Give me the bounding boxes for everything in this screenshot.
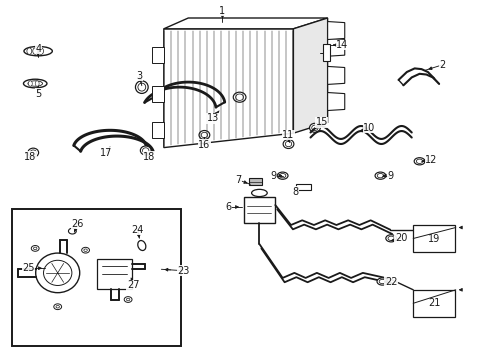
Bar: [12, 209, 181, 346]
Ellipse shape: [142, 148, 148, 153]
Text: 11: 11: [282, 130, 294, 140]
Ellipse shape: [309, 123, 320, 132]
Ellipse shape: [277, 172, 287, 179]
Ellipse shape: [33, 247, 37, 250]
Ellipse shape: [376, 278, 387, 285]
Ellipse shape: [235, 94, 243, 100]
Ellipse shape: [28, 81, 42, 86]
Ellipse shape: [54, 304, 61, 310]
Ellipse shape: [35, 81, 39, 86]
Text: 12: 12: [424, 155, 437, 165]
Text: 23: 23: [177, 266, 189, 276]
Text: 17: 17: [100, 148, 113, 158]
Bar: [322, 44, 329, 61]
Ellipse shape: [23, 79, 47, 88]
Text: 20: 20: [394, 233, 407, 243]
Ellipse shape: [233, 92, 245, 102]
Text: 1: 1: [219, 6, 225, 16]
Text: 8: 8: [292, 186, 298, 197]
Text: 4: 4: [35, 44, 41, 54]
Text: 13: 13: [206, 113, 219, 123]
Bar: [151, 122, 163, 138]
Ellipse shape: [416, 159, 422, 163]
Ellipse shape: [31, 246, 39, 251]
Text: 22: 22: [384, 276, 397, 287]
Ellipse shape: [283, 139, 293, 148]
Bar: [412, 290, 454, 317]
Text: 14: 14: [335, 40, 348, 50]
Bar: [151, 86, 163, 102]
Text: 18: 18: [24, 152, 37, 162]
Polygon shape: [327, 22, 344, 40]
Ellipse shape: [413, 158, 424, 165]
Polygon shape: [327, 93, 344, 111]
Text: 15: 15: [315, 117, 327, 127]
Ellipse shape: [27, 48, 32, 54]
Ellipse shape: [33, 48, 38, 54]
Text: 18: 18: [142, 152, 155, 162]
Ellipse shape: [135, 81, 148, 94]
Text: 3: 3: [136, 71, 142, 81]
Bar: [249, 178, 262, 185]
Bar: [295, 184, 310, 190]
Text: 21: 21: [427, 298, 439, 308]
Ellipse shape: [311, 125, 318, 130]
Ellipse shape: [199, 130, 209, 139]
Text: 5: 5: [35, 89, 41, 99]
Ellipse shape: [81, 247, 89, 253]
Text: 10: 10: [362, 123, 375, 133]
Ellipse shape: [385, 235, 396, 242]
Bar: [151, 47, 163, 63]
Bar: [243, 197, 275, 223]
Ellipse shape: [68, 228, 76, 234]
Text: 2: 2: [439, 60, 445, 70]
Polygon shape: [293, 18, 327, 133]
Ellipse shape: [138, 83, 145, 91]
Polygon shape: [163, 29, 293, 148]
Ellipse shape: [387, 236, 393, 240]
Ellipse shape: [30, 150, 36, 156]
Text: 7: 7: [235, 175, 241, 185]
Text: 19: 19: [427, 234, 439, 243]
Ellipse shape: [24, 46, 52, 56]
Ellipse shape: [138, 240, 145, 251]
Text: 16: 16: [198, 140, 210, 150]
Ellipse shape: [39, 48, 43, 54]
Polygon shape: [163, 18, 327, 29]
Ellipse shape: [28, 148, 39, 157]
Ellipse shape: [251, 189, 266, 197]
Text: 9: 9: [270, 171, 276, 181]
Ellipse shape: [285, 141, 291, 147]
Ellipse shape: [374, 172, 385, 179]
Text: 24: 24: [131, 225, 144, 235]
Text: 6: 6: [225, 202, 231, 212]
Ellipse shape: [126, 298, 130, 301]
Text: 9: 9: [386, 171, 392, 181]
Text: 26: 26: [71, 219, 83, 229]
Ellipse shape: [124, 297, 132, 302]
Ellipse shape: [279, 174, 285, 178]
Text: 27: 27: [126, 280, 139, 290]
Ellipse shape: [84, 249, 87, 251]
Ellipse shape: [43, 260, 72, 285]
Ellipse shape: [28, 81, 32, 86]
Polygon shape: [327, 66, 344, 85]
Ellipse shape: [377, 174, 383, 178]
Polygon shape: [327, 38, 344, 56]
Bar: [412, 225, 454, 252]
Ellipse shape: [36, 253, 80, 293]
Ellipse shape: [379, 279, 385, 284]
Ellipse shape: [140, 146, 151, 155]
Ellipse shape: [201, 132, 207, 138]
Text: 25: 25: [22, 263, 35, 273]
Bar: [97, 259, 132, 289]
Ellipse shape: [56, 305, 60, 308]
